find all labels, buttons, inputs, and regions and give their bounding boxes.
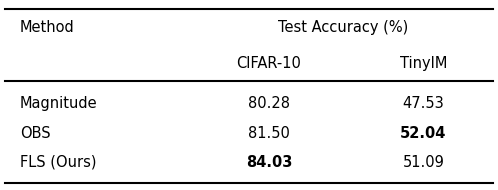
Text: 81.50: 81.50 — [248, 126, 290, 140]
Text: 51.09: 51.09 — [402, 155, 444, 170]
Text: 52.04: 52.04 — [400, 126, 447, 140]
Text: 80.28: 80.28 — [248, 96, 290, 111]
Text: Magnitude: Magnitude — [20, 96, 98, 111]
Text: 47.53: 47.53 — [402, 96, 444, 111]
Text: TinyIM: TinyIM — [399, 56, 447, 71]
Text: 84.03: 84.03 — [246, 155, 292, 170]
Text: CIFAR-10: CIFAR-10 — [237, 56, 301, 71]
Text: Method: Method — [20, 20, 75, 35]
Text: OBS: OBS — [20, 126, 50, 140]
Text: FLS (Ours): FLS (Ours) — [20, 155, 97, 170]
Text: Test Accuracy (%): Test Accuracy (%) — [278, 20, 409, 35]
